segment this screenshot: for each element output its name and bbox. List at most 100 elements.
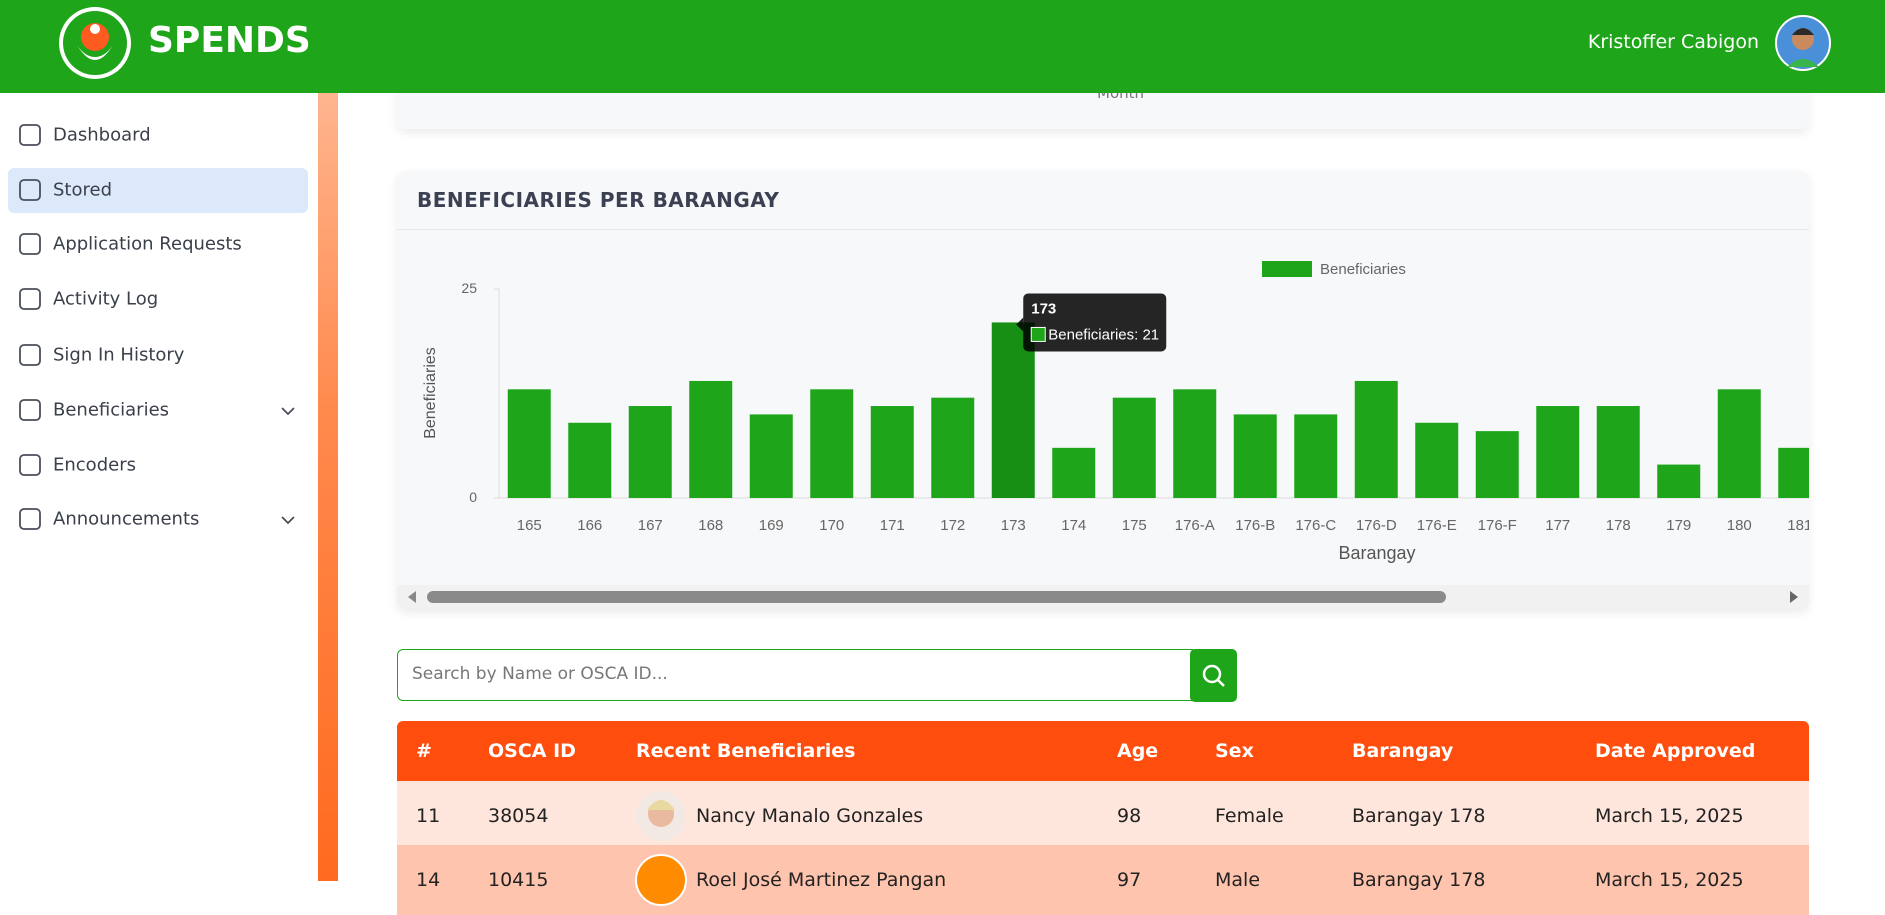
- chart-card: BENEFICIARIES PER BARANGAY 0 25 Beneficiar…: [397, 171, 1809, 609]
- scroll-left: [408, 591, 416, 603]
- brand[interactable]: SPENDS: [148, 20, 311, 61]
- row-avatar: [636, 791, 686, 841]
- nav-icon: [19, 233, 41, 255]
- chevron[interactable]: [280, 515, 296, 525]
- card-header: [397, 171, 1809, 230]
- x-tick-label: 172: [940, 517, 965, 534]
- bar: [1415, 422, 1459, 498]
- avatar[interactable]: [1775, 15, 1831, 71]
- nav-item[interactable]: Dashboard: [53, 124, 151, 146]
- bar: [1233, 414, 1277, 498]
- table-cell: Barangay 178: [1352, 869, 1486, 891]
- table-cell: Female: [1215, 805, 1284, 827]
- table-cell: Roel José Martinez Pangan: [696, 869, 947, 891]
- legend-label: Beneficiaries: [1320, 261, 1406, 278]
- x-tick-label: 176-F: [1478, 517, 1517, 534]
- sidebar: Dashboard Stored Application Requests Activ…: [0, 93, 318, 881]
- table-cell: Male: [1215, 869, 1261, 891]
- bar: [628, 406, 672, 498]
- header: SPENDS Kristoffer Cabigon: [0, 0, 1885, 93]
- user-name[interactable]: Kristoffer Cabigon: [1587, 31, 1759, 53]
- bar: [749, 414, 793, 498]
- bar: [689, 380, 733, 498]
- bar: [1294, 414, 1338, 498]
- logo[interactable]: [57, 5, 133, 81]
- tooltip-caret: [1016, 317, 1024, 332]
- nav-icon: [19, 124, 41, 146]
- table-cell: 14: [416, 869, 441, 891]
- accent-strip: [318, 93, 338, 881]
- x-axis-label: Barangay: [1338, 543, 1415, 563]
- table-cell: 10415: [488, 869, 549, 891]
- nav-item[interactable]: Stored: [53, 179, 113, 201]
- x-tick-label: 181: [1787, 517, 1809, 534]
- table-cell: 38054: [488, 805, 549, 827]
- bar: [931, 397, 975, 498]
- scroll-right: [1790, 591, 1798, 603]
- tooltip-swatch: [1030, 326, 1046, 342]
- bar: [991, 322, 1035, 498]
- nav-icon: [19, 288, 41, 310]
- table-cell: March 15, 2025: [1595, 805, 1744, 827]
- legend-swatch: [1262, 261, 1312, 277]
- y-tick-label: 25: [461, 280, 477, 296]
- x-tick-label: 178: [1606, 517, 1631, 534]
- x-tick-label: 173: [1001, 517, 1026, 534]
- bar: [507, 389, 551, 498]
- nav-item[interactable]: Encoders: [53, 454, 136, 476]
- search-button[interactable]: [1190, 649, 1237, 702]
- column-header[interactable]: OSCA ID: [488, 740, 576, 762]
- row-avatar: [635, 854, 687, 906]
- bar: [1354, 380, 1398, 498]
- table-row[interactable]: [397, 781, 1809, 851]
- nav-icon: [19, 454, 41, 476]
- x-tick-label: 180: [1727, 517, 1752, 534]
- x-tick-label: 176-C: [1295, 517, 1336, 534]
- bar: [568, 422, 612, 498]
- x-tick-label: 174: [1061, 517, 1086, 534]
- x-tick-label: 168: [698, 517, 723, 534]
- table-header: [397, 721, 1809, 781]
- active-item-bg: [8, 168, 308, 213]
- x-tick-label: 177: [1545, 517, 1570, 534]
- x-tick-label: 176-E: [1417, 517, 1457, 534]
- bar: [1596, 406, 1640, 498]
- nav-item[interactable]: Beneficiaries: [53, 399, 170, 421]
- column-header[interactable]: Date Approved: [1595, 740, 1756, 762]
- bar: [1778, 447, 1809, 498]
- column-header[interactable]: Age: [1117, 740, 1159, 762]
- nav-item[interactable]: Announcements: [53, 508, 200, 530]
- column-header[interactable]: #: [416, 740, 432, 762]
- chart: 0 25 Beneficiaries Barangay Beneficiaries 165…: [397, 261, 1809, 609]
- x-tick-label: 166: [577, 517, 602, 534]
- bar: [1173, 389, 1217, 498]
- scrollbar-thumb: [427, 591, 1446, 603]
- column-header[interactable]: Barangay: [1352, 740, 1454, 762]
- y-axis-label: Beneficiaries: [422, 347, 439, 439]
- column-header[interactable]: Recent Beneficiaries: [636, 740, 856, 762]
- x-tick-label: 179: [1666, 517, 1691, 534]
- column-header[interactable]: Sex: [1215, 740, 1254, 762]
- x-tick-label: 170: [819, 517, 844, 534]
- search-input[interactable]: Search by Name or OSCA ID...: [397, 649, 1193, 701]
- nav-item[interactable]: Activity Log: [53, 288, 159, 310]
- nav-icon: [19, 399, 41, 421]
- chevron[interactable]: [280, 406, 296, 416]
- nav-icon: [19, 179, 41, 201]
- table-cell: 11: [416, 805, 441, 827]
- tooltip: [1023, 293, 1167, 352]
- chart-title: BENEFICIARIES PER BARANGAY: [417, 188, 780, 212]
- x-tick-label: 176-B: [1235, 517, 1275, 534]
- nav-item[interactable]: Application Requests: [53, 233, 242, 255]
- tooltip-label: Beneficiaries: 21: [1048, 326, 1159, 343]
- bar: [1536, 406, 1580, 498]
- x-tick-label: 176-A: [1175, 517, 1215, 534]
- table-cell: March 15, 2025: [1595, 869, 1744, 891]
- nav-icon: [19, 344, 41, 366]
- x-tick-label: 175: [1122, 517, 1147, 534]
- bar: [1112, 397, 1156, 498]
- bar: [1657, 464, 1701, 498]
- bar: [810, 389, 854, 498]
- nav-item[interactable]: Sign In History: [53, 344, 185, 366]
- table-cell: 98: [1117, 805, 1142, 827]
